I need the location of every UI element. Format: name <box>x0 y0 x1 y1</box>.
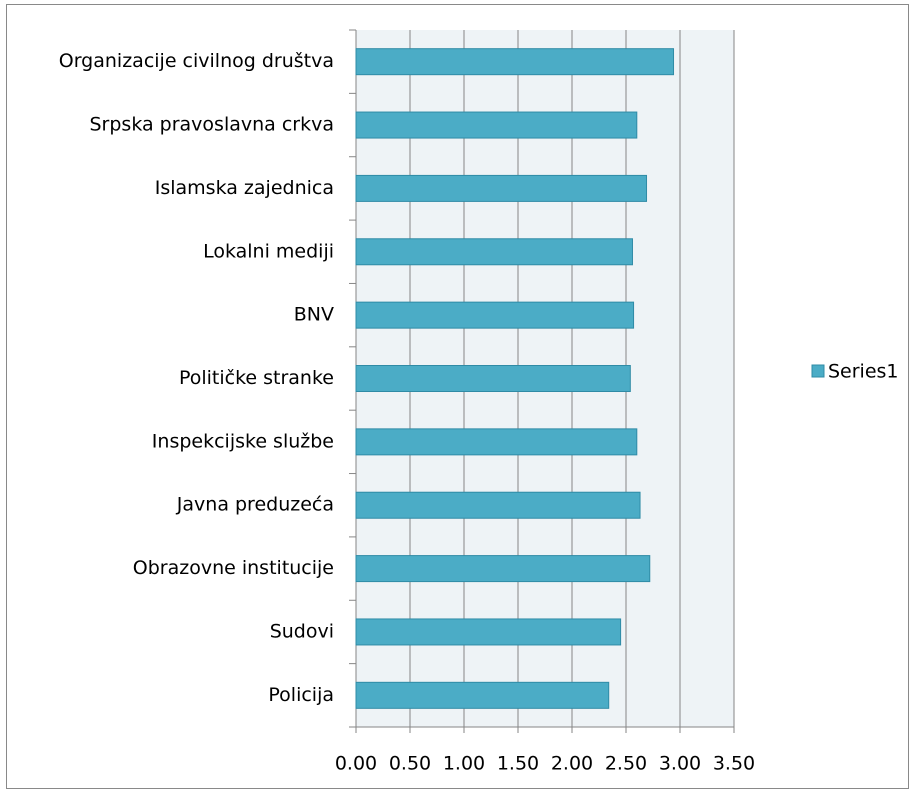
y-tick-label: Političke stranke <box>179 367 334 389</box>
y-tick-label: Organizacije civilnog društva <box>59 50 334 72</box>
bar <box>355 48 675 76</box>
x-tick-label: 1.00 <box>443 753 485 775</box>
bar <box>355 555 651 583</box>
legend-swatch <box>811 364 825 378</box>
bar <box>355 428 638 456</box>
y-tick-label: Policija <box>268 684 334 706</box>
y-tick-label: Sudovi <box>270 620 334 642</box>
x-tick-label: 2.50 <box>605 753 647 775</box>
bar <box>355 174 648 202</box>
bar <box>355 681 610 709</box>
bar <box>355 238 633 266</box>
x-tick-label: 0.00 <box>335 753 377 775</box>
legend-label: Series1 <box>828 361 899 383</box>
bar <box>355 491 641 519</box>
y-tick-label: Islamska zajednica <box>155 177 334 199</box>
bar <box>355 365 631 392</box>
y-tick-label: Inspekcijske službe <box>152 430 334 452</box>
y-tick-label: BNV <box>294 304 334 326</box>
bar <box>355 301 635 329</box>
y-tick-label: Javna preduzeća <box>176 494 334 516</box>
bar <box>355 111 638 139</box>
x-tick-label: 2.00 <box>551 753 593 775</box>
y-tick-label: Lokalni mediji <box>203 240 334 262</box>
x-tick-label: 1.50 <box>497 753 539 775</box>
x-tick-label: 3.50 <box>713 753 755 775</box>
y-tick-label: Obrazovne institucije <box>133 557 334 579</box>
x-tick-label: 0.50 <box>389 753 431 775</box>
y-tick-label: Srpska pravoslavna crkva <box>89 114 334 136</box>
x-tick-label: 3.00 <box>659 753 701 775</box>
bar <box>355 618 622 646</box>
